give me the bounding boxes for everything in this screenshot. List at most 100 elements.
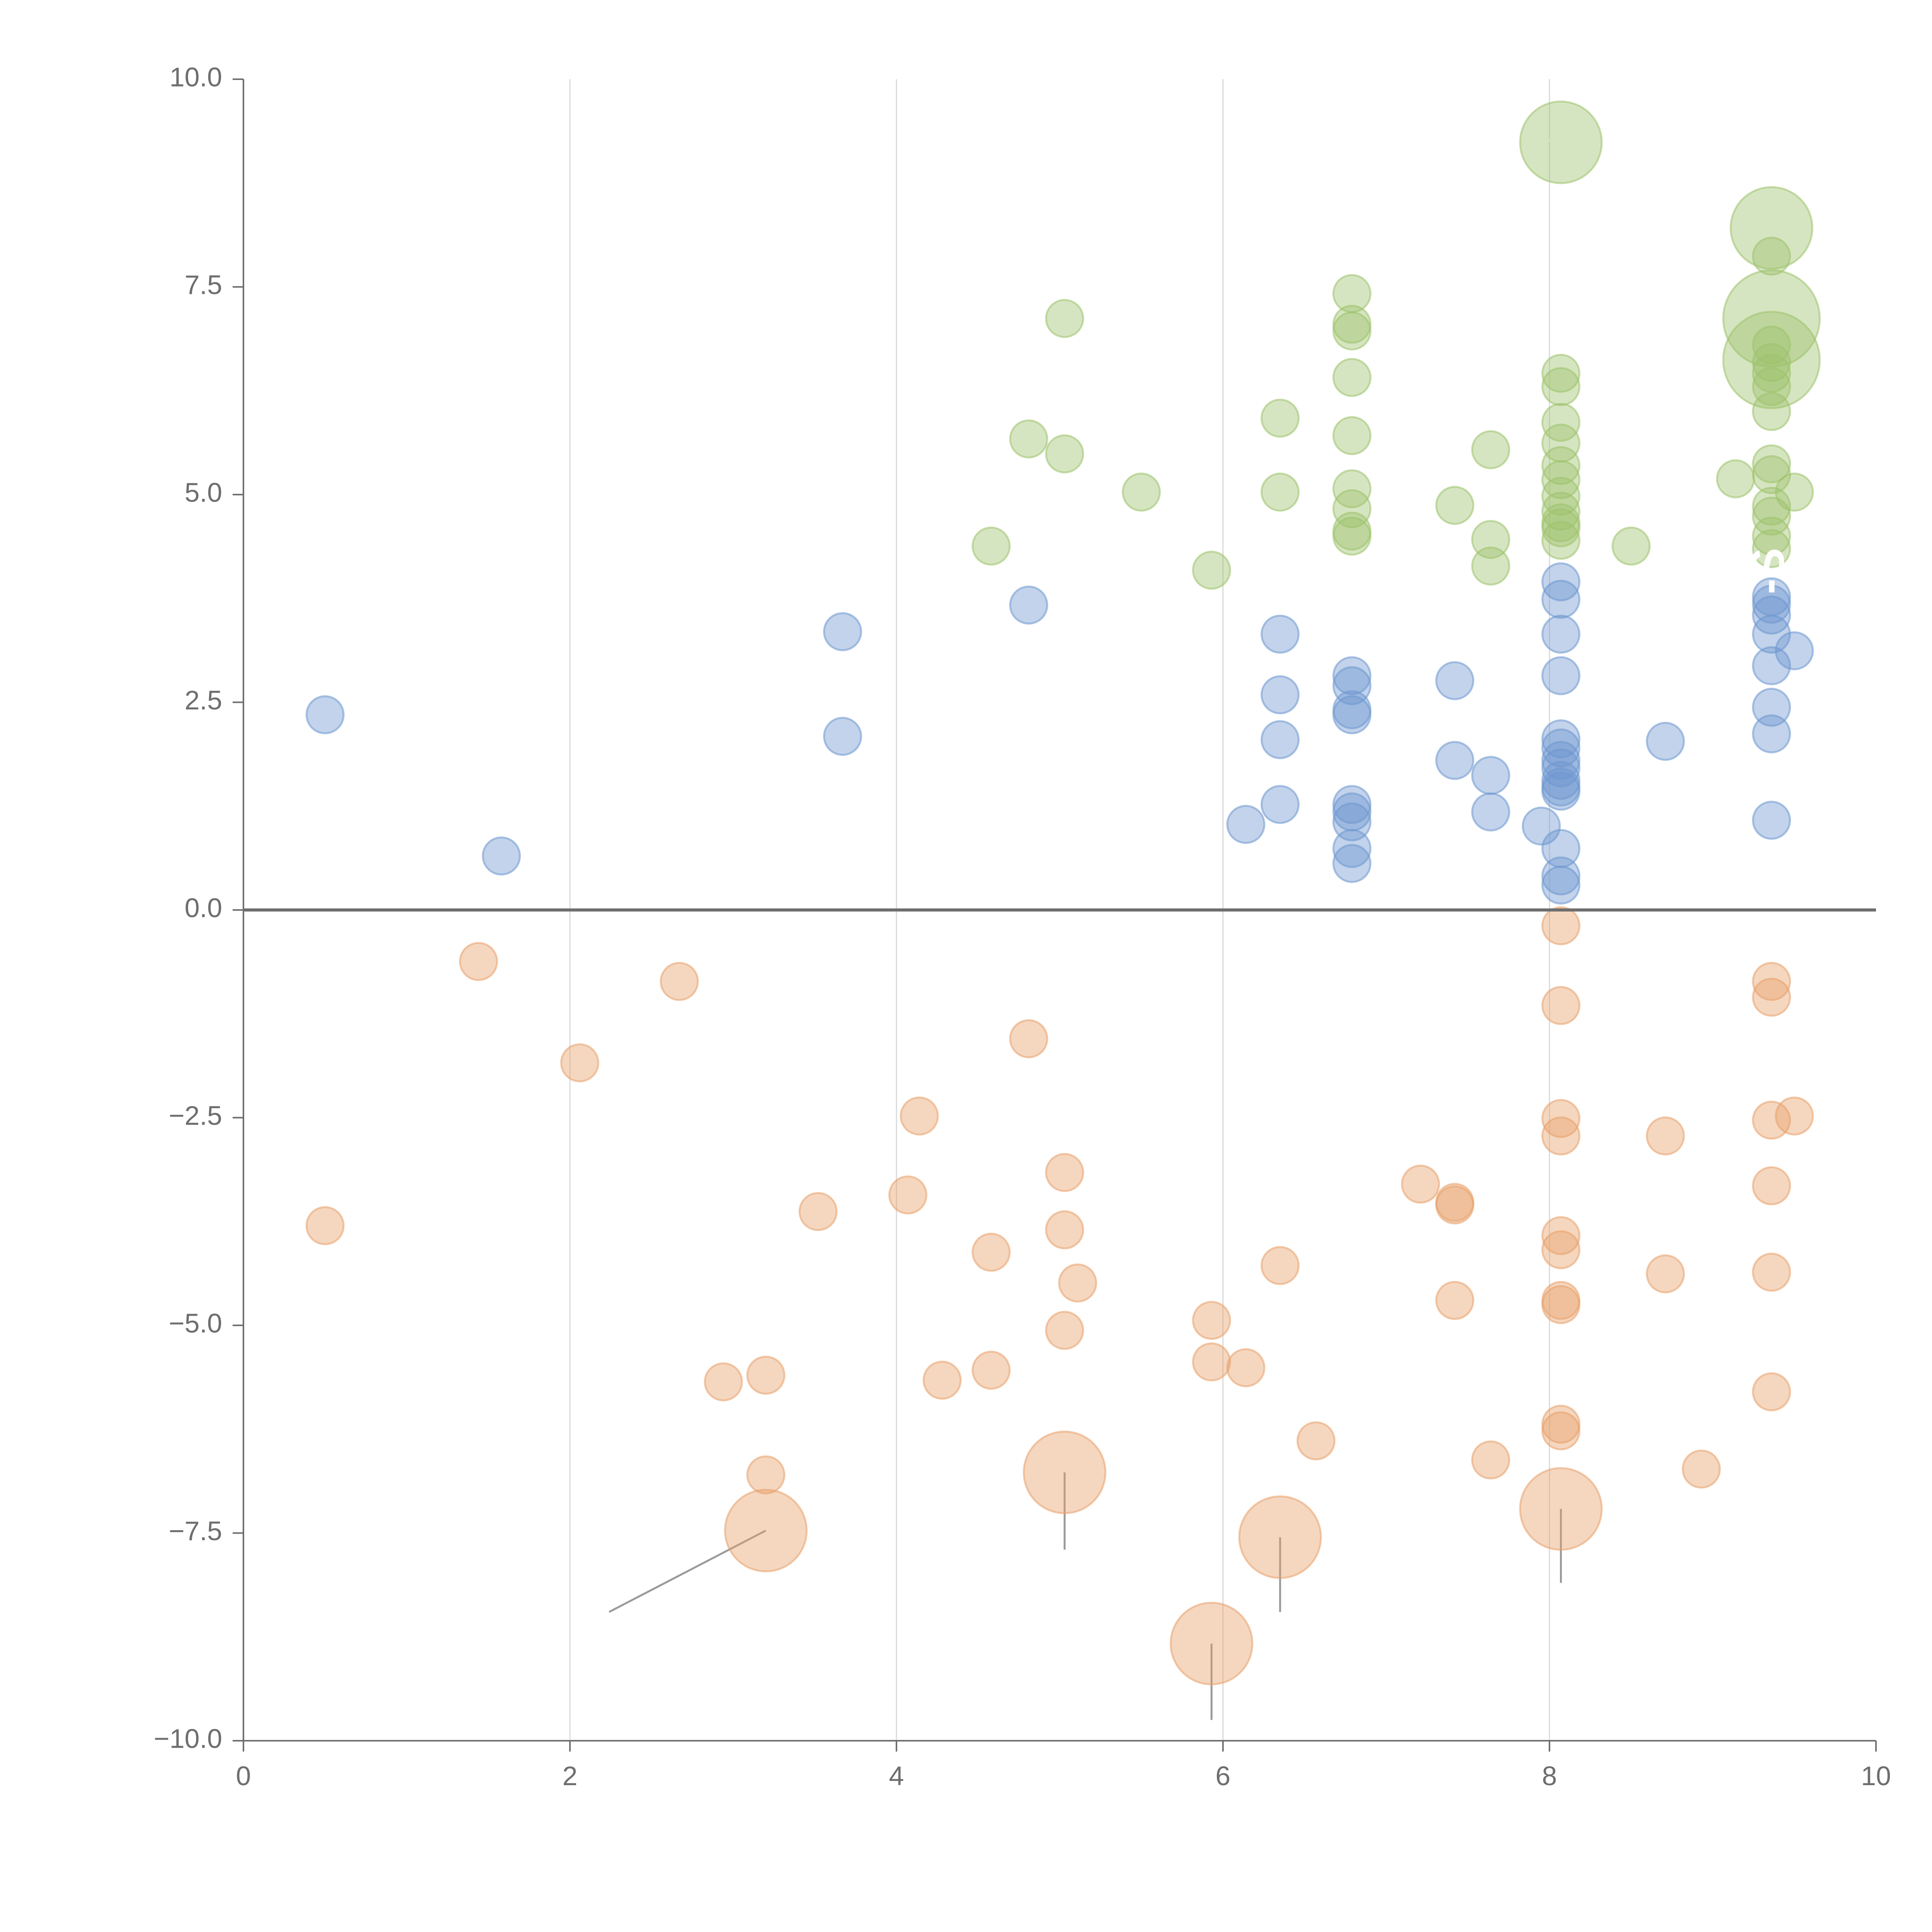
blue-bubble xyxy=(305,695,345,735)
green-bubble xyxy=(1471,546,1510,586)
blue-bubble xyxy=(1471,756,1510,795)
green-bubble xyxy=(1471,430,1510,469)
green-bubble xyxy=(1260,398,1300,438)
green-bubble xyxy=(1752,486,1791,526)
blue-bubble xyxy=(1646,722,1685,761)
blue-bubble xyxy=(1471,792,1510,832)
orange-bubble xyxy=(1009,1019,1048,1058)
orange-bubble xyxy=(1519,1467,1603,1551)
orange-bubble xyxy=(1541,1116,1581,1156)
orange-bubble xyxy=(660,962,699,1001)
x-tick-label: 10 xyxy=(1861,1761,1891,1791)
orange-bubble xyxy=(1471,1440,1510,1480)
orange-bubble xyxy=(1045,1311,1084,1350)
blue-bubble xyxy=(1541,728,1581,768)
green-bubble xyxy=(1541,476,1581,516)
blue-bubble xyxy=(1752,801,1791,840)
bubbles xyxy=(243,100,1876,1685)
green-bubble xyxy=(971,526,1011,566)
green-bubble xyxy=(1045,299,1084,338)
orange-bubble xyxy=(746,1455,786,1495)
orange-bubble xyxy=(1238,1495,1322,1579)
orange-bubble xyxy=(1541,1216,1581,1255)
orange-bubble xyxy=(1192,1342,1231,1382)
orange-bubble xyxy=(1541,1099,1581,1138)
green-bubble xyxy=(1611,526,1651,566)
x-tick-label: 2 xyxy=(563,1761,578,1791)
green-bubble xyxy=(1752,343,1791,382)
blue-bubble xyxy=(1332,656,1372,696)
green-bubble xyxy=(1332,358,1372,397)
green-bubble xyxy=(1752,517,1791,556)
y-tick-label: 10.0 xyxy=(170,62,222,92)
blue-bubble xyxy=(1226,805,1265,844)
green-bubble xyxy=(1752,529,1791,568)
blue-bubble xyxy=(1332,666,1372,705)
blue-bubble xyxy=(1752,646,1791,685)
orange-bubble xyxy=(746,1355,786,1395)
green-bubble xyxy=(1722,269,1821,368)
green-bubble xyxy=(1541,367,1581,406)
blue-bubble xyxy=(823,717,862,756)
x-tick-label: 8 xyxy=(1542,1761,1557,1791)
orange-bubble xyxy=(1045,1210,1084,1250)
green-bubble xyxy=(1716,459,1755,498)
y-tick-label: −5.0 xyxy=(169,1308,222,1338)
orange-bubble xyxy=(1541,1411,1581,1451)
blue-bubble xyxy=(1435,661,1475,701)
x-tick-label: 0 xyxy=(236,1761,251,1791)
orange-bubble xyxy=(1401,1165,1440,1204)
orange-bubble xyxy=(1045,1153,1084,1192)
orange-bubble xyxy=(1435,1281,1475,1320)
green-bubble xyxy=(1541,503,1581,543)
orange-bubble xyxy=(459,942,498,981)
orange-bubble xyxy=(1296,1421,1336,1461)
green-bubble xyxy=(1730,186,1813,270)
green-bubble xyxy=(1332,469,1372,509)
tick-labels: 10.0 7.5 5.0 2.5 0.0 −2.5 −5.0 −7.5 −10.0 0 2 4 6 8 10 xyxy=(154,62,1891,1791)
orange-bubble xyxy=(888,1175,928,1214)
green-bubble xyxy=(1541,403,1581,442)
orange-bubble xyxy=(1752,1372,1791,1412)
orange-bubble xyxy=(1541,1230,1581,1269)
x-tick-label: 6 xyxy=(1216,1761,1231,1791)
green-bubble xyxy=(1332,311,1372,350)
annotation-fragment: -S xyxy=(1742,548,1794,594)
orange-bubble xyxy=(1541,1285,1581,1324)
y-tick-label: 7.5 xyxy=(185,270,222,300)
blue-bubble xyxy=(1541,562,1581,602)
orange-bubble xyxy=(1170,1602,1253,1685)
orange-bubble xyxy=(922,1361,962,1400)
blue-bubble xyxy=(1260,614,1300,654)
blue-bubble xyxy=(1775,631,1814,670)
orange-bubble xyxy=(305,1206,345,1245)
blue-bubble xyxy=(1260,785,1300,824)
orange-bubble xyxy=(560,1043,599,1083)
orange-bubble xyxy=(1260,1246,1300,1285)
y-tick-label: 0.0 xyxy=(185,893,222,923)
blue-bubble xyxy=(1332,802,1372,842)
blue-bubble xyxy=(1541,866,1581,905)
blue-bubble xyxy=(823,612,862,651)
blue-bubble xyxy=(1522,806,1561,846)
orange-bubble xyxy=(1646,1254,1685,1294)
blue-bubble xyxy=(1752,714,1791,753)
green-bubble xyxy=(1192,551,1231,590)
orange-bubble xyxy=(1435,1185,1475,1225)
blue-bubble xyxy=(1435,741,1475,780)
orange-bubble xyxy=(1752,1252,1791,1292)
green-bubble xyxy=(1435,486,1475,525)
green-bubble xyxy=(1541,446,1581,485)
y-tick-label: −2.5 xyxy=(169,1100,222,1131)
green-bubble xyxy=(1541,460,1581,499)
orange-bubble xyxy=(1023,1430,1107,1514)
green-bubble xyxy=(1332,517,1372,556)
blue-bubble xyxy=(1541,719,1581,759)
blue-bubble xyxy=(1260,720,1300,759)
orange-bubble xyxy=(971,1233,1011,1272)
x-tick-label: 4 xyxy=(889,1761,904,1791)
orange-bubble xyxy=(724,1488,808,1573)
blue-bubble xyxy=(1009,585,1048,625)
green-bubble xyxy=(1752,236,1791,276)
blue-bubble xyxy=(1541,772,1581,811)
